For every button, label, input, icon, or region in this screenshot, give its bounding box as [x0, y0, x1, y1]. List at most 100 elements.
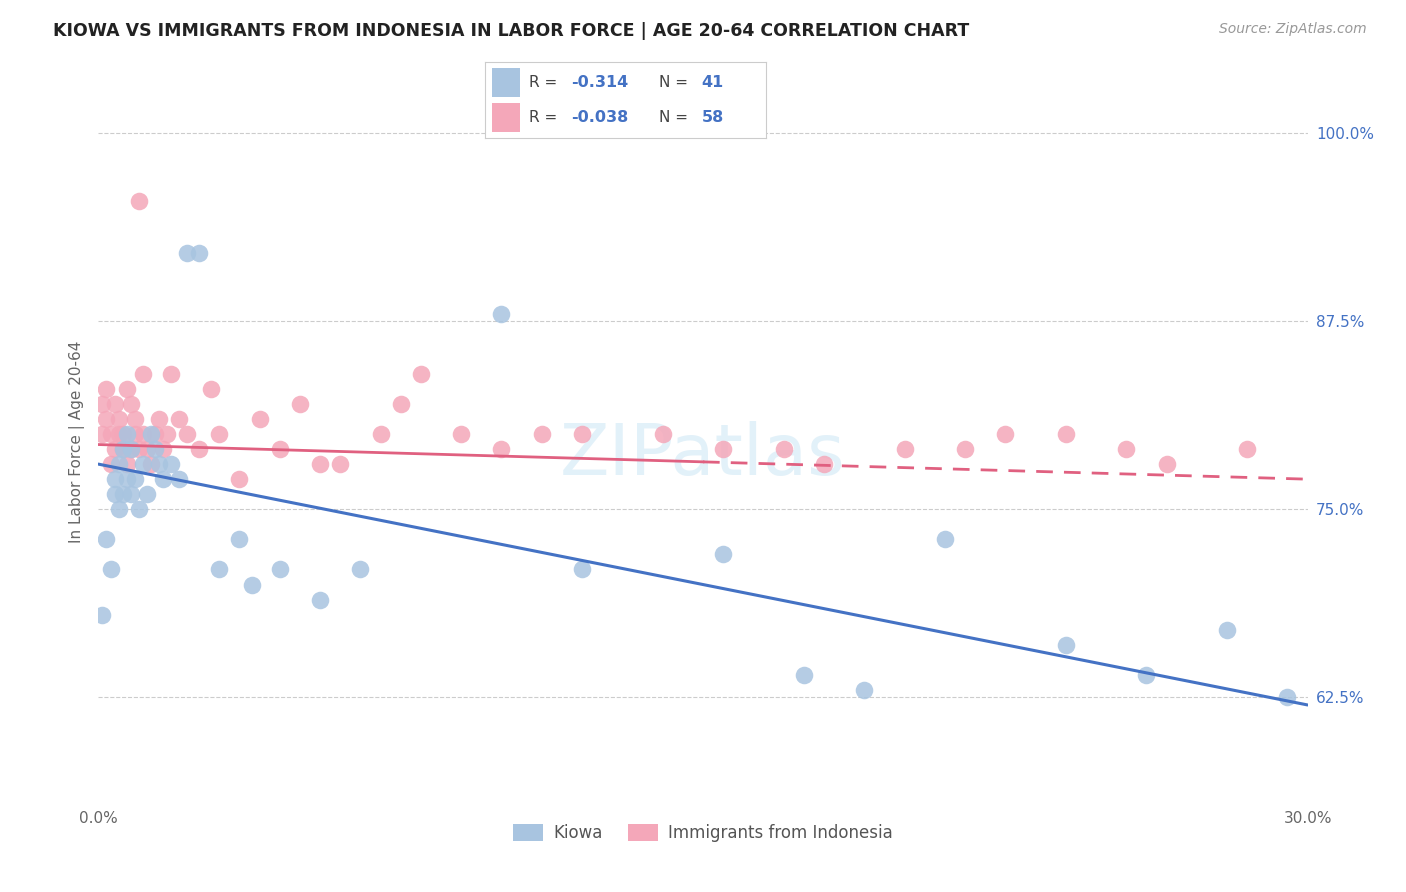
- Point: [711, 548, 734, 562]
- Point: [115, 382, 138, 396]
- Point: [111, 427, 134, 442]
- Text: 58: 58: [702, 111, 724, 125]
- Point: [571, 427, 593, 442]
- Point: [115, 472, 138, 486]
- Point: [124, 472, 146, 486]
- Point: [120, 442, 142, 456]
- Point: [103, 442, 125, 456]
- Point: [329, 457, 352, 471]
- Point: [91, 607, 114, 622]
- Text: N =: N =: [659, 75, 693, 90]
- Point: [96, 412, 118, 426]
- Point: [128, 502, 150, 516]
- Point: [571, 562, 593, 576]
- Point: [120, 397, 142, 411]
- Point: [124, 412, 146, 426]
- Point: [132, 367, 155, 381]
- Point: [389, 397, 412, 411]
- Point: [132, 457, 155, 471]
- Text: ZIPatlas: ZIPatlas: [560, 422, 846, 491]
- Bar: [492, 103, 520, 132]
- Point: [994, 427, 1017, 442]
- Point: [103, 487, 125, 501]
- Point: [132, 427, 155, 442]
- Point: [111, 487, 134, 501]
- Point: [893, 442, 915, 456]
- Point: [139, 457, 162, 471]
- Point: [135, 487, 157, 501]
- Text: N =: N =: [659, 111, 693, 125]
- Text: -0.038: -0.038: [571, 111, 628, 125]
- Point: [208, 562, 231, 576]
- Point: [160, 367, 183, 381]
- Point: [269, 562, 291, 576]
- Point: [228, 533, 250, 547]
- Point: [107, 412, 129, 426]
- Point: [309, 592, 332, 607]
- Point: [309, 457, 332, 471]
- Point: [115, 457, 138, 471]
- Point: [156, 427, 179, 442]
- Text: R =: R =: [529, 75, 562, 90]
- Point: [152, 442, 174, 456]
- Point: [100, 457, 122, 471]
- Point: [91, 397, 114, 411]
- Point: [772, 442, 794, 456]
- Point: [128, 442, 150, 456]
- Point: [240, 577, 263, 591]
- Point: [349, 562, 371, 576]
- Point: [176, 427, 198, 442]
- Point: [143, 442, 166, 456]
- Text: 41: 41: [702, 75, 724, 90]
- Text: Source: ZipAtlas.com: Source: ZipAtlas.com: [1219, 22, 1367, 37]
- Point: [107, 427, 129, 442]
- Point: [934, 533, 956, 547]
- Point: [1156, 457, 1178, 471]
- Point: [249, 412, 271, 426]
- Point: [176, 246, 198, 260]
- Text: R =: R =: [529, 111, 562, 125]
- Point: [135, 442, 157, 456]
- Point: [491, 442, 513, 456]
- Point: [96, 382, 118, 396]
- Point: [269, 442, 291, 456]
- Point: [370, 427, 392, 442]
- Point: [1135, 668, 1157, 682]
- Point: [167, 412, 190, 426]
- Point: [450, 427, 472, 442]
- Point: [152, 472, 174, 486]
- Point: [91, 427, 114, 442]
- Point: [167, 472, 190, 486]
- Text: -0.314: -0.314: [571, 75, 628, 90]
- Point: [148, 412, 170, 426]
- Point: [120, 442, 142, 456]
- Point: [103, 397, 125, 411]
- Legend: Kiowa, Immigrants from Indonesia: Kiowa, Immigrants from Indonesia: [506, 817, 900, 848]
- Point: [288, 397, 311, 411]
- Point: [1054, 427, 1077, 442]
- Point: [128, 194, 150, 208]
- Point: [1277, 690, 1299, 705]
- Point: [853, 682, 876, 697]
- Point: [143, 427, 166, 442]
- Point: [228, 472, 250, 486]
- Point: [1236, 442, 1258, 456]
- Point: [1216, 623, 1239, 637]
- Point: [188, 442, 211, 456]
- Bar: [492, 68, 520, 96]
- Point: [120, 487, 142, 501]
- Point: [111, 442, 134, 456]
- Point: [530, 427, 553, 442]
- Point: [107, 502, 129, 516]
- Point: [1115, 442, 1137, 456]
- Text: KIOWA VS IMMIGRANTS FROM INDONESIA IN LABOR FORCE | AGE 20-64 CORRELATION CHART: KIOWA VS IMMIGRANTS FROM INDONESIA IN LA…: [53, 22, 970, 40]
- Point: [160, 457, 183, 471]
- Point: [491, 307, 513, 321]
- Point: [100, 562, 122, 576]
- Point: [96, 533, 118, 547]
- Point: [103, 472, 125, 486]
- Point: [1054, 638, 1077, 652]
- Point: [409, 367, 432, 381]
- Point: [208, 427, 231, 442]
- Point: [813, 457, 835, 471]
